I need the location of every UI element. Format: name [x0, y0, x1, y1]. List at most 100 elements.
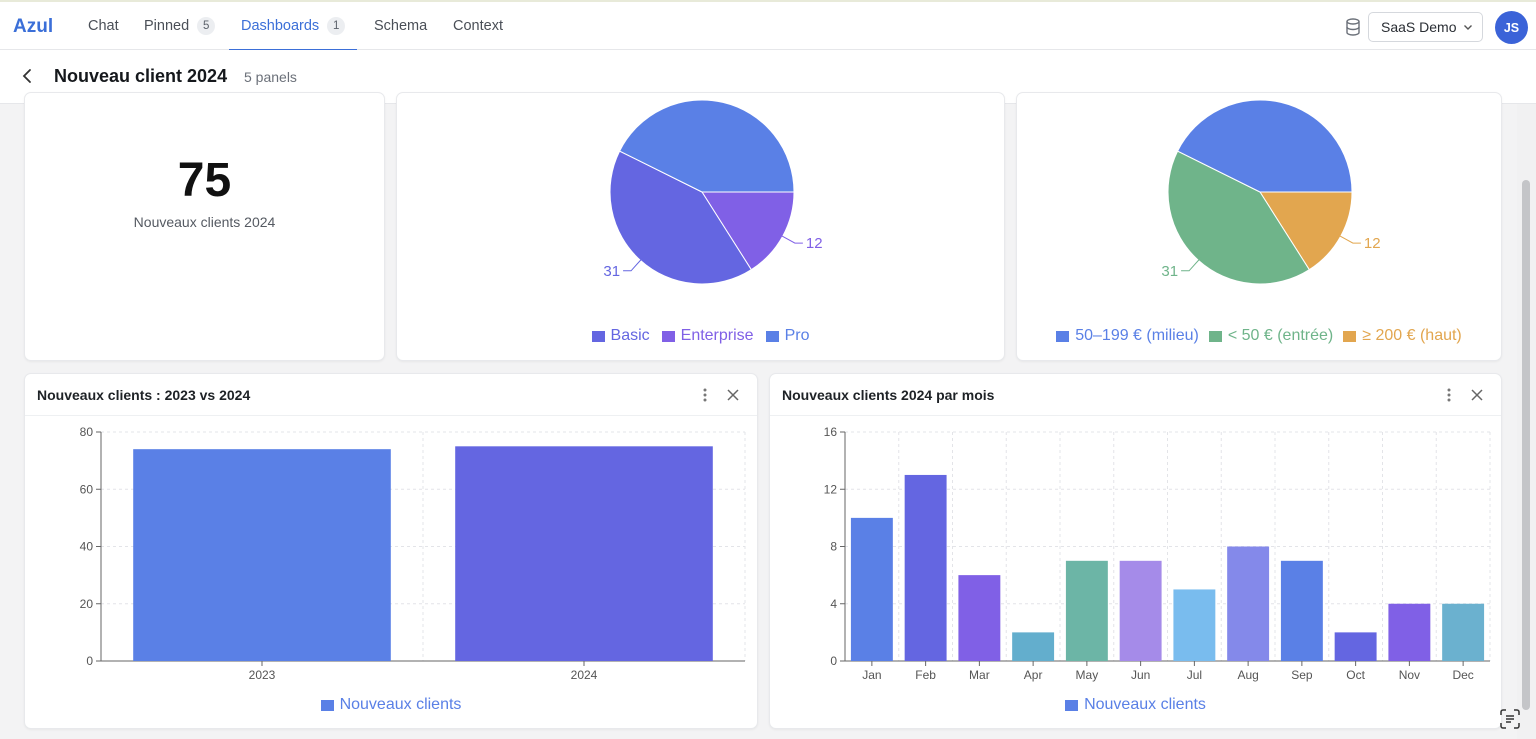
x-tick-label: Oct — [1346, 668, 1365, 682]
tab-pinned[interactable]: Pinned 5 — [144, 2, 216, 50]
x-tick-label: Sep — [1291, 668, 1313, 682]
tab-dashboards[interactable]: Dashboards 1 — [228, 2, 358, 51]
bar[interactable] — [1173, 589, 1216, 661]
y-tick-label: 12 — [824, 482, 838, 496]
bar[interactable] — [1012, 632, 1055, 661]
bar[interactable] — [1280, 560, 1323, 661]
page-title: Nouveau client 2024 — [54, 66, 228, 86]
tab-pinned-label: Pinned — [144, 18, 190, 34]
bar[interactable] — [1442, 603, 1485, 661]
x-tick-label: Mar — [969, 668, 990, 682]
screen-scan-icon[interactable] — [1496, 706, 1524, 732]
legend-label: Nouveaux clients — [1084, 696, 1206, 713]
x-tick-label: Dec — [1452, 668, 1473, 682]
legend-swatch — [1208, 330, 1222, 342]
plan-pie-card: 12 31 Basic Enterprise Pro — [396, 92, 1005, 361]
legend-item-pro[interactable]: Pro — [765, 327, 810, 345]
y-tick-label: 60 — [80, 482, 94, 496]
back-arrow-icon[interactable] — [18, 67, 36, 85]
panel-count: 5 panels — [244, 69, 297, 85]
x-tick-label: Jun — [1131, 668, 1150, 682]
legend-item-nouveaux-clients[interactable]: Nouveaux clients — [1065, 696, 1206, 714]
monthly-bar-chart: 0 4 8 12 16 Jan Feb Mar Apr May Jun Jul Aug Sep Oct Nov… — [824, 425, 1491, 682]
y-tick-label: 80 — [80, 425, 94, 439]
pie-data-label: 31 — [1161, 263, 1178, 280]
legend-item-enterprise[interactable]: Enterprise — [661, 327, 754, 345]
page-scrollbar-thumb[interactable] — [1522, 180, 1530, 710]
y-tick-label: 0 — [830, 654, 837, 668]
y-tick-label: 40 — [80, 540, 94, 554]
app-logo[interactable]: Azul — [13, 16, 54, 37]
legend-item-basic[interactable]: Basic — [591, 327, 650, 345]
x-tick-label: Jul — [1187, 668, 1202, 682]
tab-context-label: Context — [453, 18, 503, 34]
bar[interactable] — [850, 517, 893, 661]
pinned-count-badge: 5 — [197, 17, 216, 35]
workspace-select[interactable]: SaaS Demo — [1368, 12, 1483, 42]
x-tick-label: Nov — [1399, 668, 1420, 682]
legend-item-entry[interactable]: < 50 € (entrée) — [1208, 327, 1333, 345]
dashboards-count-badge: 1 — [327, 17, 346, 35]
chevron-down-icon — [1464, 25, 1472, 30]
plan-pie-chart: 12 31 — [603, 99, 823, 285]
pie-slice[interactable] — [1176, 99, 1353, 193]
pie-label-line — [1336, 233, 1361, 244]
x-tick-label: Jan — [862, 668, 881, 682]
x-tick-label: Feb — [915, 668, 936, 682]
pie-slice[interactable] — [618, 99, 795, 193]
legend-swatch — [765, 330, 779, 342]
user-avatar[interactable]: JS — [1495, 11, 1528, 44]
bar[interactable] — [133, 449, 391, 661]
more-options-icon[interactable] — [697, 386, 713, 404]
top-navbar: Azul Chat Pinned 5 Dashboards 1 Schema C… — [0, 0, 1536, 51]
x-tick-label: 2023 — [249, 668, 276, 682]
y-tick-label: 8 — [830, 540, 837, 554]
legend-label: Basic — [610, 327, 650, 344]
legend-label: Enterprise — [680, 327, 754, 344]
card-header: Nouveaux clients 2024 par mois — [770, 374, 1501, 416]
pie-label-line — [1181, 257, 1202, 272]
bar[interactable] — [958, 575, 1001, 661]
y-tick-label: 16 — [824, 425, 838, 439]
more-options-icon[interactable] — [1441, 386, 1457, 404]
legend-swatch — [1065, 699, 1079, 711]
tab-chat[interactable]: Chat — [88, 2, 119, 50]
bar[interactable] — [1119, 560, 1162, 661]
bar[interactable] — [1388, 603, 1431, 661]
legend-swatch — [1056, 330, 1070, 342]
pie-label-line — [623, 257, 644, 272]
bar[interactable] — [455, 446, 713, 661]
legend-swatch — [320, 699, 334, 711]
pie-data-label: 12 — [1364, 235, 1381, 252]
pie-label-line — [778, 233, 803, 244]
legend-item-mid[interactable]: 50–199 € (milieu) — [1056, 327, 1199, 345]
legend-swatch — [1343, 330, 1357, 342]
card-title: Nouveaux clients 2024 par mois — [782, 387, 995, 403]
yearly-bar-legend: Nouveaux clients — [25, 696, 757, 714]
legend-label: Pro — [784, 327, 810, 344]
yearly-bar-chart: 0 20 40 60 80 2023 2024 — [80, 425, 746, 682]
tab-schema-label: Schema — [374, 18, 428, 34]
tab-chat-label: Chat — [88, 18, 119, 34]
bar[interactable] — [904, 474, 947, 661]
x-tick-label: May — [1076, 668, 1099, 682]
database-icon[interactable] — [1345, 18, 1361, 36]
pie-data-label: 12 — [806, 235, 823, 252]
plan-pie-legend: Basic Enterprise Pro — [397, 327, 1004, 345]
legend-swatch — [661, 330, 675, 342]
x-tick-label: Apr — [1024, 668, 1043, 682]
legend-item-high[interactable]: ≥ 200 € (haut) — [1343, 327, 1462, 345]
bar[interactable] — [1065, 560, 1108, 661]
bar[interactable] — [1334, 632, 1377, 661]
bar[interactable] — [1227, 546, 1270, 662]
legend-swatch — [591, 330, 605, 342]
close-icon[interactable] — [1469, 387, 1485, 403]
close-icon[interactable] — [725, 387, 741, 403]
tab-schema[interactable]: Schema — [374, 2, 427, 50]
legend-label: Nouveaux clients — [339, 696, 462, 713]
legend-item-nouveaux-clients[interactable]: Nouveaux clients — [320, 696, 462, 714]
legend-label: 50–199 € (milieu) — [1075, 327, 1199, 344]
price-tier-pie-chart: 12 31 — [1161, 99, 1381, 285]
x-tick-label: Aug — [1237, 668, 1258, 682]
tab-context[interactable]: Context — [453, 2, 503, 50]
